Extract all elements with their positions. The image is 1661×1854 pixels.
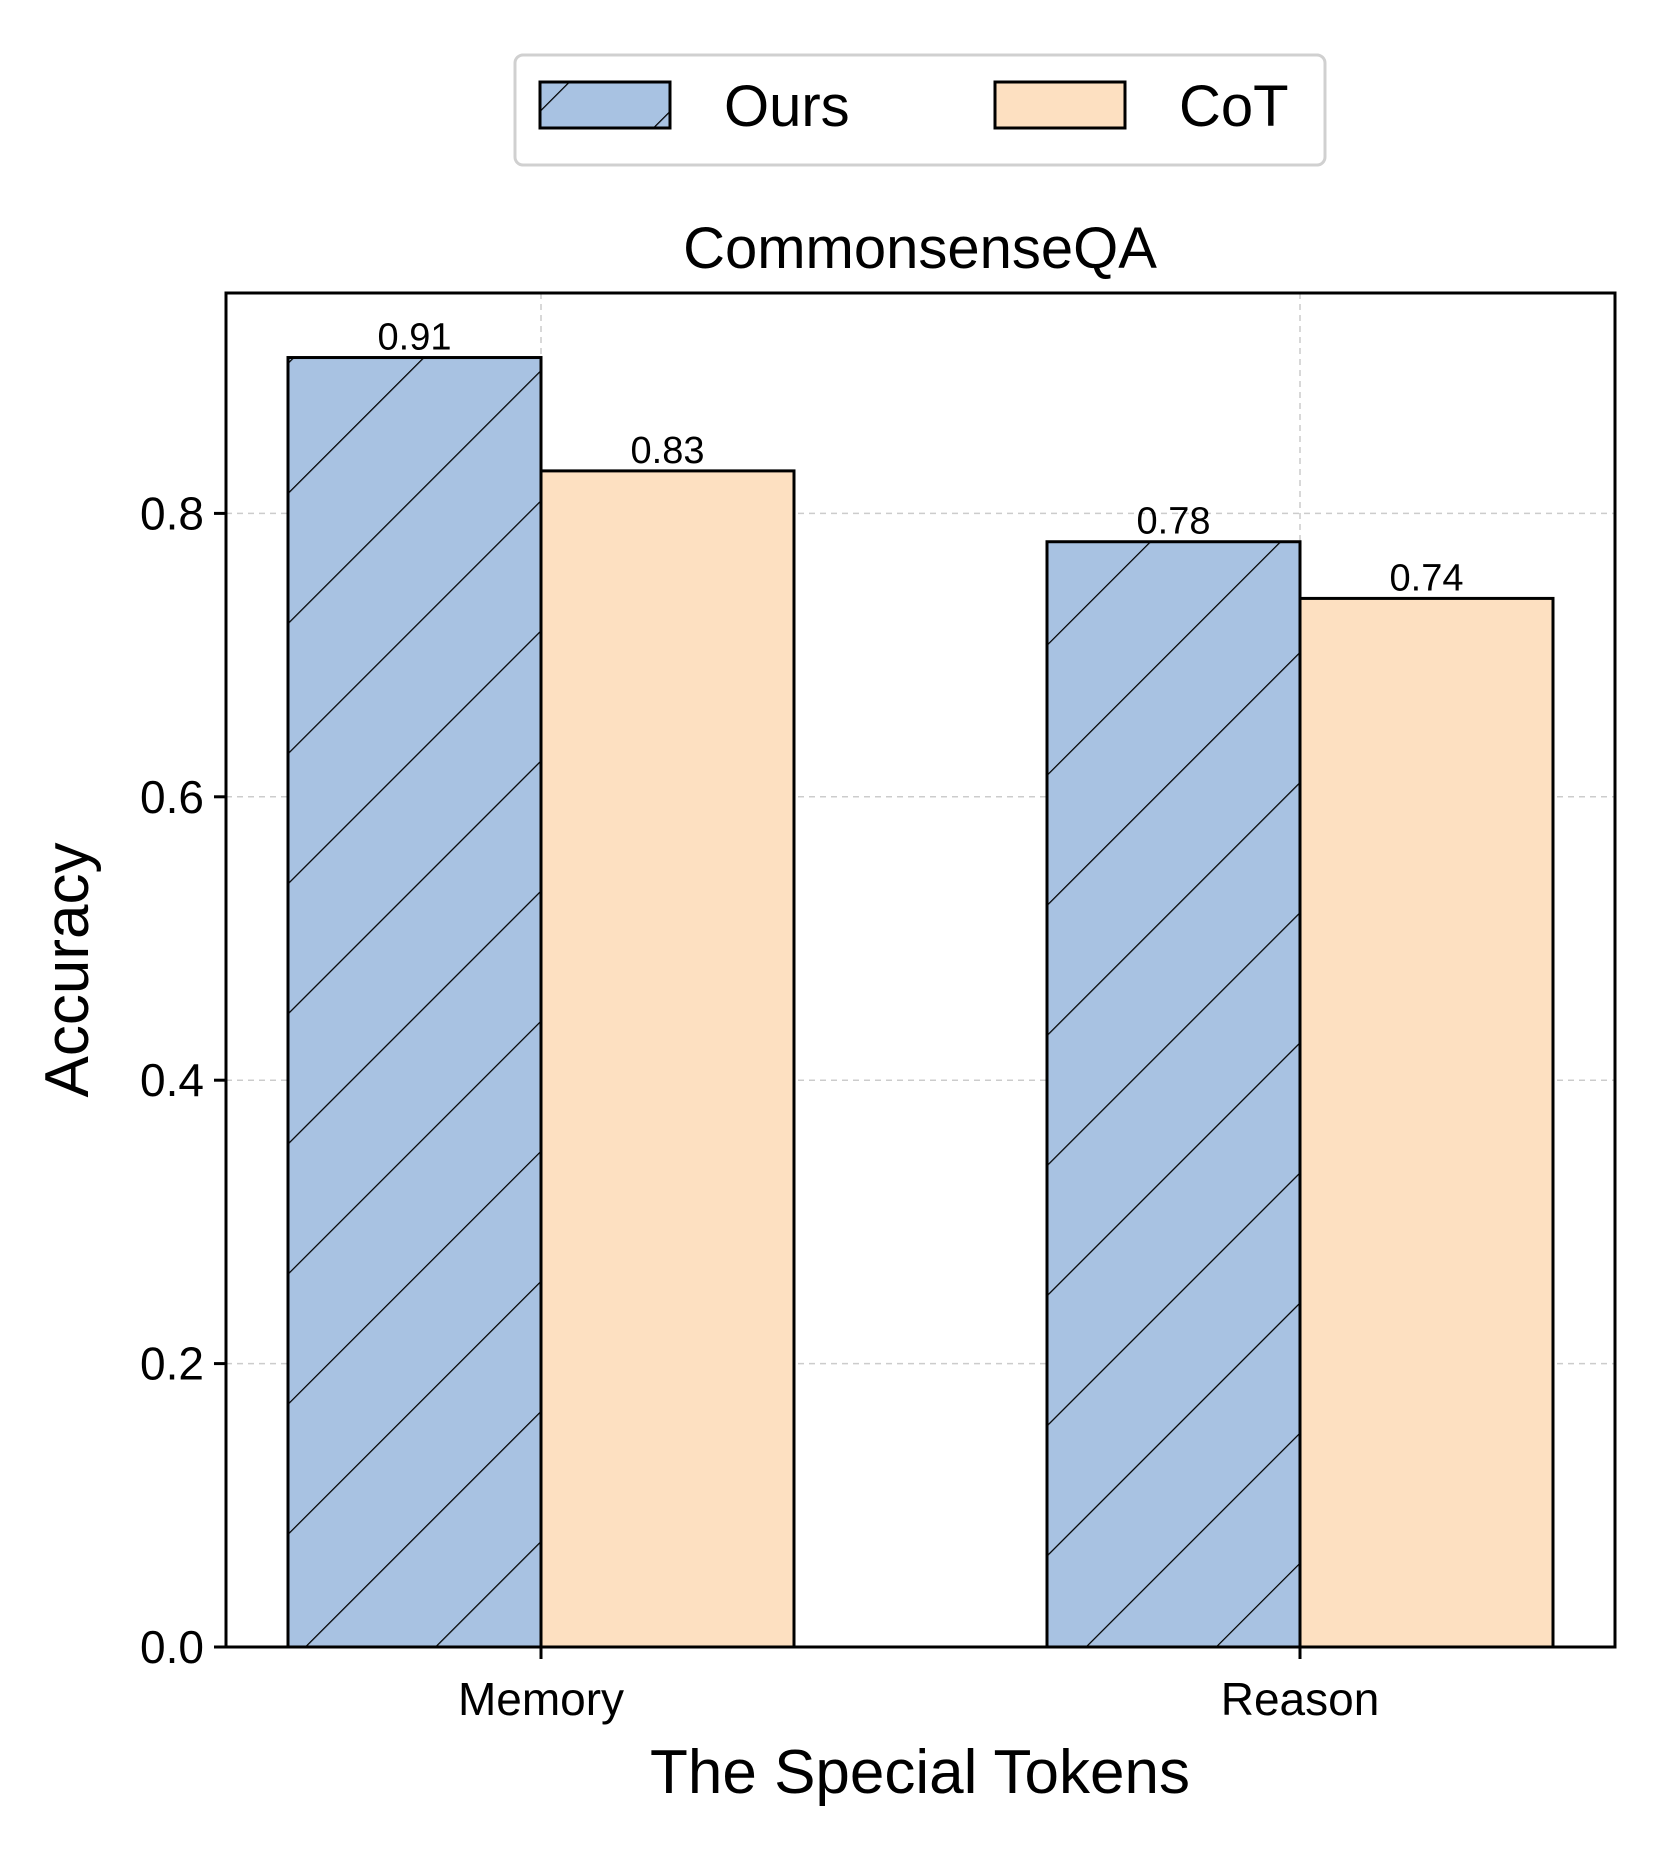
chart-title: CommonsenseQA [683, 216, 1157, 281]
y-tick-label: 0.2 [140, 1338, 204, 1390]
bar-value-label: 0.78 [1137, 501, 1211, 543]
y-tick-label: 0.8 [140, 487, 204, 539]
bars [286, 356, 1555, 1649]
y-tick-label: 0.6 [140, 771, 204, 823]
x-tick-label: Memory [458, 1673, 624, 1725]
bar-value-labels: 0.91 0.78 0.83 0.74 [378, 317, 1464, 600]
legend-label-ours: Ours [724, 74, 850, 139]
axis-ticks: 0.0 0.2 0.4 0.6 0.8 Memory Reason [140, 487, 1379, 1725]
plot-frame [224, 291, 1617, 1649]
y-tick-label: 0.0 [140, 1621, 204, 1673]
legend-swatch-cot [993, 80, 1127, 130]
bar-value-label: 0.91 [378, 317, 452, 359]
legend: Ours CoT [513, 53, 1327, 167]
bar-value-label: 0.83 [631, 430, 705, 472]
bar-hatch [1047, 541, 1300, 1647]
bar-hatch [288, 357, 541, 1647]
y-axis-title: Accuracy [33, 843, 102, 1098]
legend-label-cot: CoT [1179, 74, 1289, 139]
bar-cot-reason [1300, 598, 1553, 1648]
bar-cot-memory [541, 470, 794, 1647]
x-axis-title: The Special Tokens [650, 1738, 1190, 1807]
bar-value-label: 0.74 [1390, 557, 1464, 599]
x-tick-label: Reason [1221, 1673, 1380, 1725]
legend-swatch-ours-hatch [540, 82, 670, 128]
y-tick-label: 0.4 [140, 1054, 204, 1106]
